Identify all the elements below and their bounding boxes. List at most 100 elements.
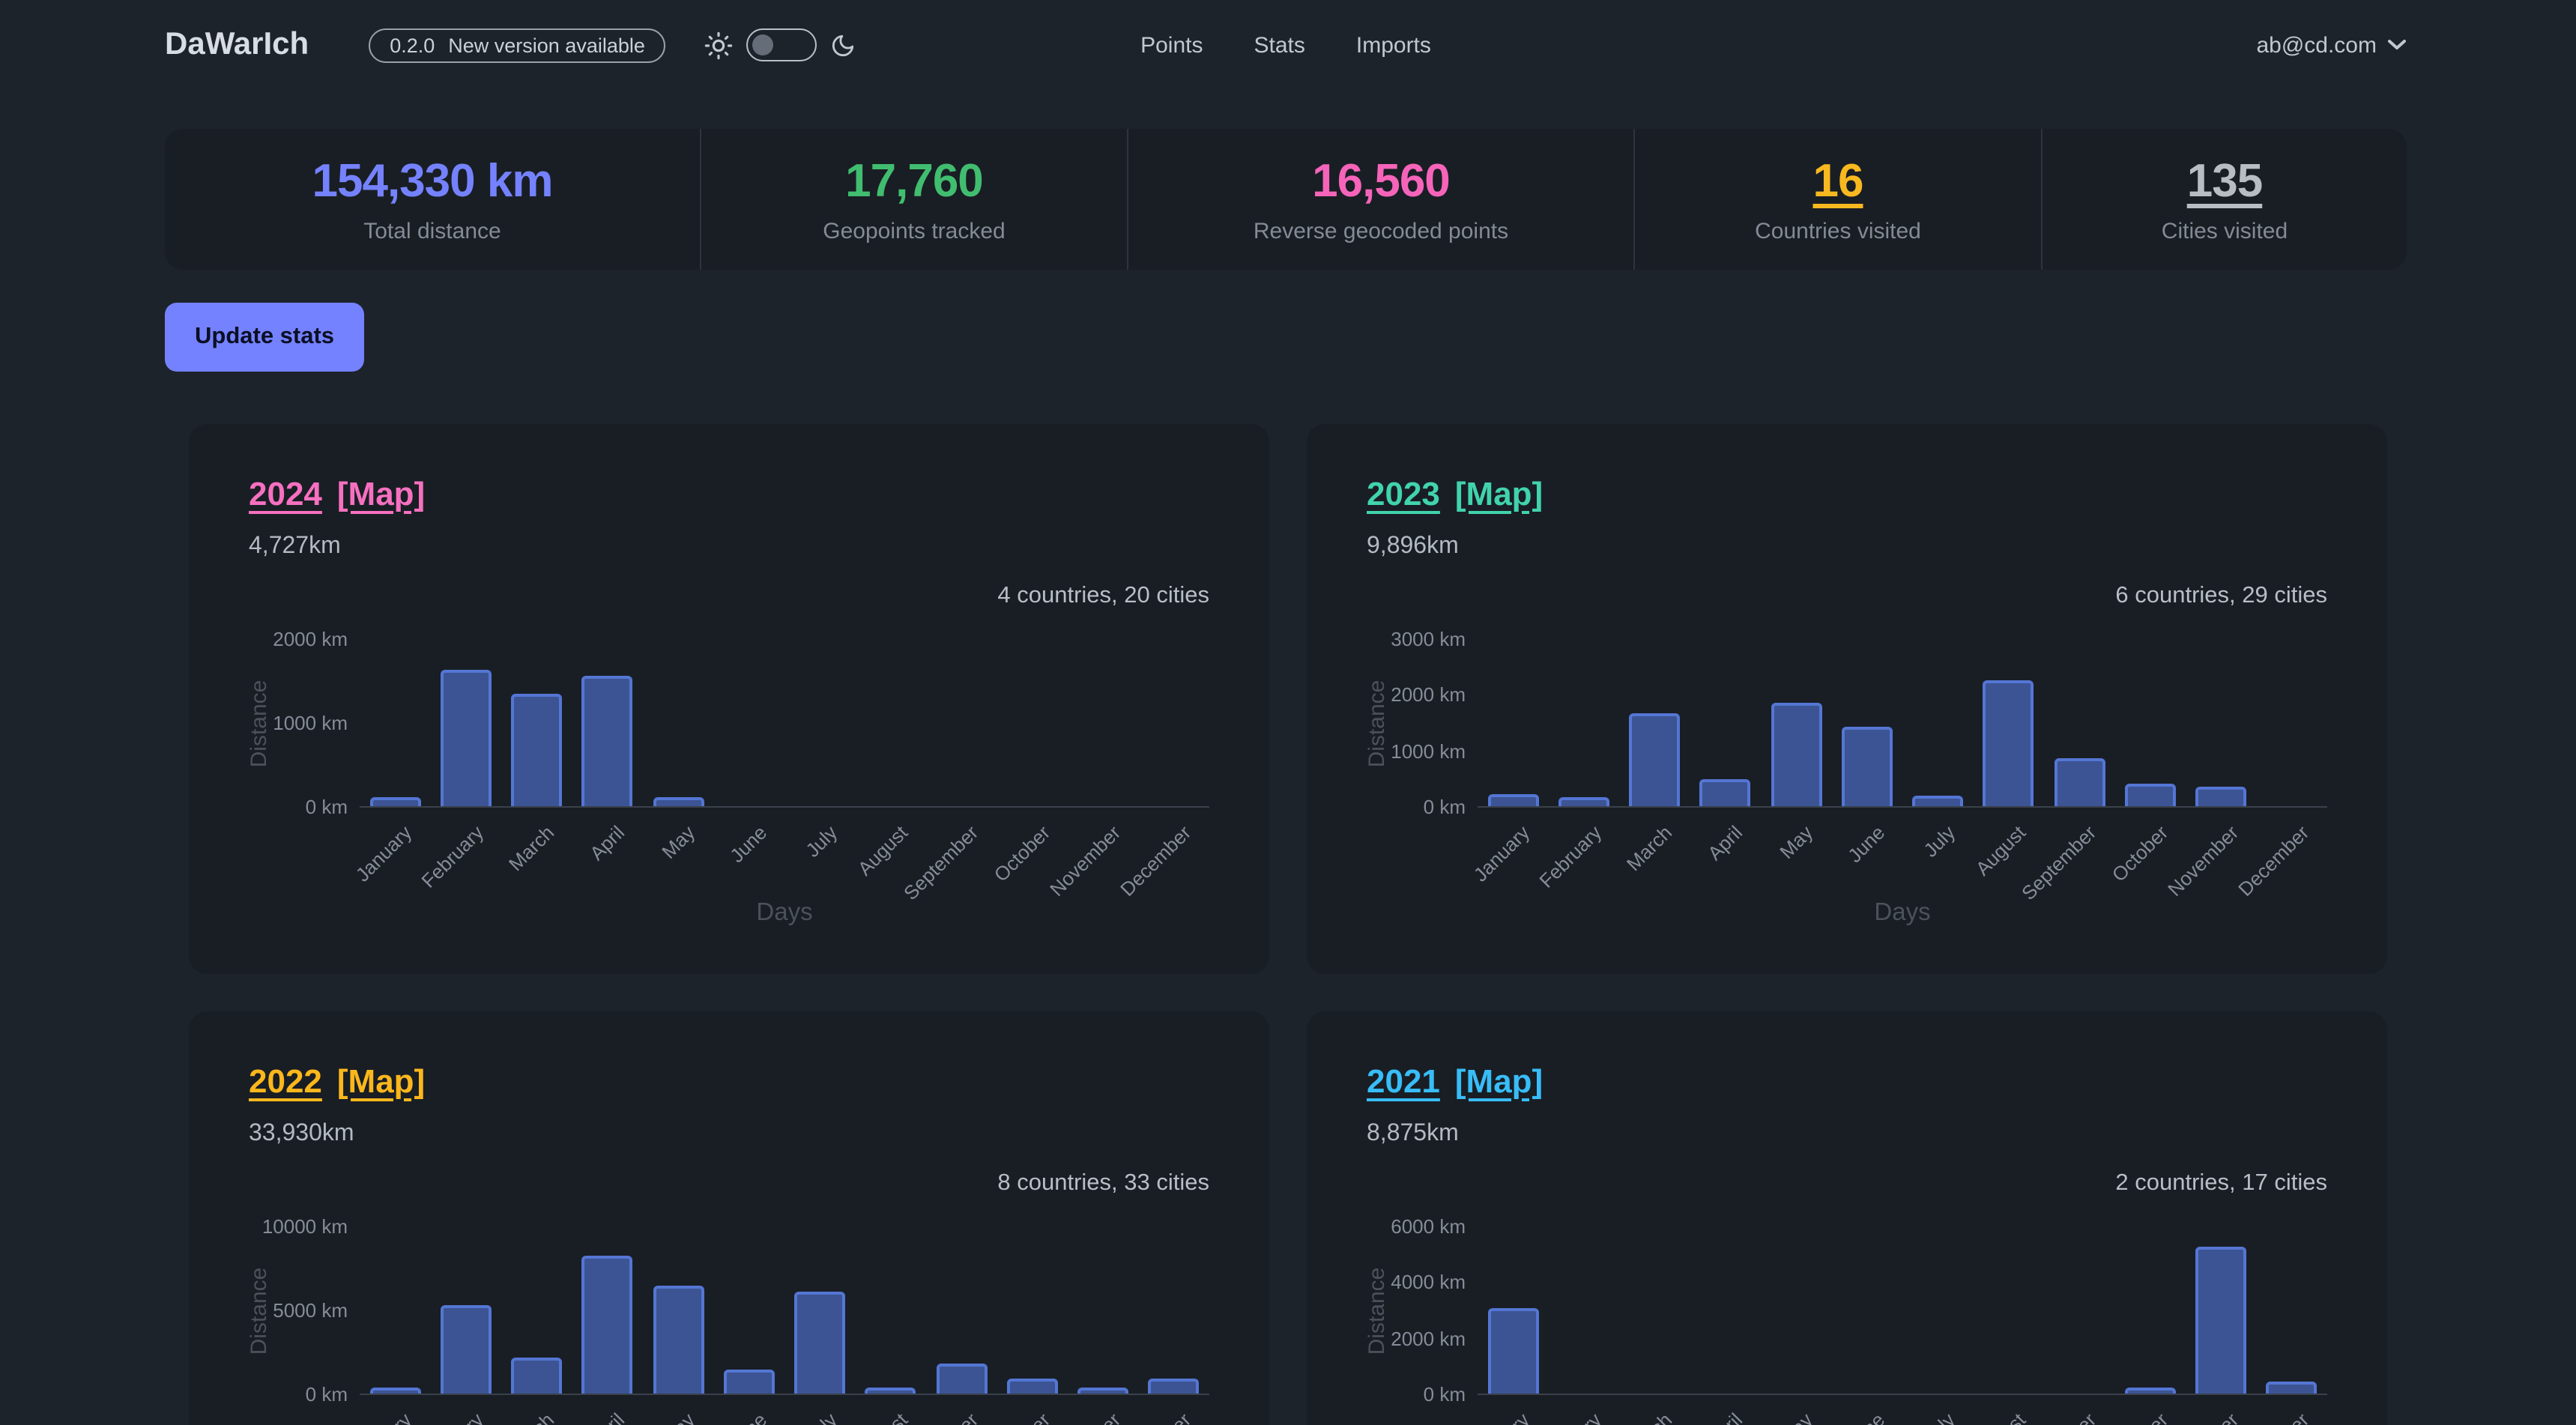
x-axis-label: May xyxy=(1776,821,1818,863)
bars xyxy=(360,1227,1209,1394)
map-link[interactable]: [Map] xyxy=(336,1062,426,1100)
year-link[interactable]: 2022 xyxy=(249,1062,322,1100)
x-axis-label: September xyxy=(900,1409,983,1425)
x-axis-label: February xyxy=(416,821,488,892)
x-axis-label: December xyxy=(2234,1409,2313,1425)
nav-item-stats[interactable]: Stats xyxy=(1254,32,1305,58)
y-axis-tick: 10000 km xyxy=(261,1215,348,1238)
x-axis-label: August xyxy=(1971,1409,2030,1425)
y-axis-ticks: 10000 km 5000 km 0 km xyxy=(262,1215,348,1406)
x-axis-label: February xyxy=(417,1409,488,1425)
bar xyxy=(511,1358,563,1394)
x-axis-label: September xyxy=(899,821,983,905)
year-link[interactable]: 2023 xyxy=(1367,475,1440,512)
bar xyxy=(2124,1388,2176,1394)
year-summary: 2 countries, 17 cities xyxy=(2115,1170,2327,1196)
y-axis-tick: 2000 km xyxy=(1391,683,1466,707)
bar-slot xyxy=(431,1227,502,1394)
bar-slot xyxy=(2186,1227,2257,1394)
bar xyxy=(369,797,421,806)
map-link[interactable]: [Map] xyxy=(336,475,426,512)
bar-slot xyxy=(2115,1227,2186,1394)
bar-chart: Distance 10000 km 5000 km 0 km JanuaryFebr… xyxy=(247,1215,1209,1425)
y-axis-ticks: 3000 km 2000 km 1000 km 0 km xyxy=(1388,628,1466,818)
year-cards-grid: 2024 [Map] 4,727km 4 countries, 20 citie… xyxy=(189,424,2387,1425)
y-axis-ticks: 2000 km 1000 km 0 km xyxy=(270,628,348,818)
sun-icon xyxy=(705,31,734,59)
main-nav: Points Stats Imports xyxy=(1140,32,1431,58)
theme-switcher xyxy=(705,28,856,61)
bar xyxy=(511,694,563,806)
year-total-distance: 8,875km xyxy=(1367,1121,1459,1146)
app-logo[interactable]: DaWarIch xyxy=(165,27,309,61)
year-summary: 4 countries, 20 cities xyxy=(997,583,1209,608)
x-axis-label: August xyxy=(853,821,913,880)
y-axis-title: Distance xyxy=(1364,1267,1390,1355)
user-menu[interactable]: ab@cd.com xyxy=(2256,32,2407,58)
version-badge[interactable]: 0.2.0 New version available xyxy=(369,28,666,62)
y-axis-tick: 3000 km xyxy=(1391,628,1466,650)
x-axis-label: December xyxy=(1116,1409,1195,1425)
bar-slot xyxy=(1974,1227,2045,1394)
stat-value: 16,560 xyxy=(1312,154,1451,207)
bar-slot xyxy=(1974,640,2045,806)
map-link[interactable]: [Map] xyxy=(1454,1062,1544,1100)
bar xyxy=(1771,703,1822,806)
y-axis-tick: 0 km xyxy=(305,1383,348,1406)
cities-visited-link[interactable]: 135 xyxy=(2186,154,2263,207)
x-axis-label: May xyxy=(658,1409,700,1425)
x-axis-label: June xyxy=(725,1409,770,1425)
stat-value: 154,330 km xyxy=(312,154,554,207)
toggle-knob xyxy=(752,34,774,55)
x-axis-label: June xyxy=(1842,821,1889,868)
x-axis-label: March xyxy=(1622,1409,1676,1425)
bar-chart: Distance 6000 km 4000 km 2000 km 0 km Janua… xyxy=(1364,1215,2327,1425)
x-axis-label: November xyxy=(2163,1409,2243,1425)
y-axis-tick: 0 km xyxy=(1423,1383,1466,1406)
x-axis-label: October xyxy=(988,821,1054,886)
stat-label: Reverse geocoded points xyxy=(1253,219,1509,244)
stat-cities-visited: 135 Cities visited xyxy=(2043,129,2407,270)
nav-item-imports[interactable]: Imports xyxy=(1355,32,1431,58)
year-link[interactable]: 2021 xyxy=(1367,1062,1440,1100)
x-axis-label: November xyxy=(1045,1409,1125,1425)
stat-countries-visited: 16 Countries visited xyxy=(1635,129,2043,270)
stat-label: Geopoints tracked xyxy=(823,219,1006,244)
year-link[interactable]: 2024 xyxy=(249,475,322,512)
bar-slot xyxy=(1761,1227,1832,1394)
bar xyxy=(369,1388,421,1394)
theme-toggle[interactable] xyxy=(746,28,817,61)
update-stats-button[interactable]: Update stats xyxy=(165,303,365,372)
bar-slot xyxy=(572,1227,644,1394)
bars xyxy=(1478,1227,2327,1394)
bar-slot xyxy=(784,640,856,806)
bar-slot xyxy=(2257,640,2328,806)
bar-slot xyxy=(997,640,1068,806)
bar-slot xyxy=(2257,1227,2328,1394)
countries-visited-link[interactable]: 16 xyxy=(1812,154,1864,207)
bars xyxy=(360,640,1209,806)
y-axis-tick: 1000 km xyxy=(1391,739,1466,763)
x-axis-label: February xyxy=(1534,821,1606,892)
bar-slot xyxy=(856,1227,927,1394)
bar xyxy=(794,1292,846,1394)
y-axis-tick: 0 km xyxy=(1423,796,1466,818)
x-axis-label: November xyxy=(2162,821,2243,901)
y-axis-tick: 0 km xyxy=(305,796,348,818)
year-total-distance: 9,896km xyxy=(1367,533,1459,559)
stat-reverse-geocoded: 16,560 Reverse geocoded points xyxy=(1128,129,1635,270)
nav-item-points[interactable]: Points xyxy=(1140,32,1203,58)
bar xyxy=(1487,1308,1539,1394)
x-axis-label: March xyxy=(504,1409,558,1425)
bar xyxy=(1077,1388,1129,1394)
x-axis-label: January xyxy=(1469,821,1535,886)
x-axis-label: August xyxy=(853,1409,912,1425)
x-axis-label: December xyxy=(2234,821,2314,901)
map-link[interactable]: [Map] xyxy=(1454,475,1544,512)
bar-slot xyxy=(784,1227,856,1394)
y-axis-ticks: 6000 km 4000 km 2000 km 0 km xyxy=(1388,1215,1466,1406)
